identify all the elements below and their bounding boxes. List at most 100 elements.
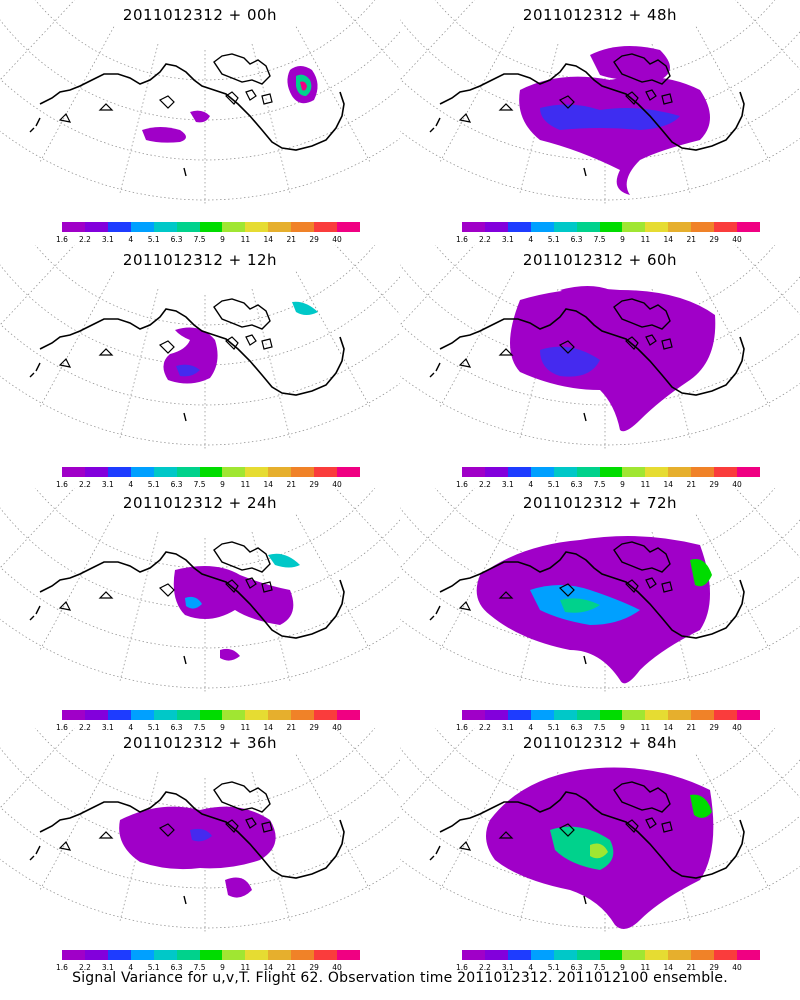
colorbar-swatch [84,710,108,720]
colorbar-tick-label: 9 [620,235,625,244]
colorbar-swatch [176,950,200,960]
colorbar-swatch [691,467,715,477]
colorbar-tick-label: 7.5 [193,963,206,972]
colorbar-swatch [645,467,669,477]
colorbar-swatch [268,222,292,232]
colorbar-tick-label: 3.1 [101,235,114,244]
colorbar-swatch [84,222,108,232]
colorbar-tick-label: 14 [263,480,274,489]
panel-title: 2011012312 + 24h [122,494,278,512]
colorbar-swatch [737,950,760,960]
colorbar-tick-label: 2.2 [478,963,491,972]
colorbar [462,467,760,477]
colorbar-tick-label: 29 [309,723,319,732]
colorbar-swatch [576,222,600,232]
projection-map [400,0,800,205]
colorbar-swatch [314,950,338,960]
colorbar-ticks: 1.6 2.2 3.1 4 5.1 6.3 7.5 9 11 14 21 29 40 [456,480,760,490]
colorbar-swatch [622,467,646,477]
colorbar-tick-label: 21 [686,235,696,244]
colorbar-tick-label: 11 [640,963,651,972]
colorbar-tick-label: 7.5 [193,723,206,732]
colorbar-tick-label: 1.6 [456,480,468,489]
colorbar-tick-label: 5.1 [147,963,160,972]
colorbar [462,710,760,720]
colorbar-ticks: 1.6 2.2 3.1 4 5.1 6.3 7.5 9 11 14 21 29 40 [56,480,360,490]
colorbar-swatch [153,950,177,960]
colorbar-tick-label: 6.3 [570,723,583,732]
colorbar-tick-label: 3.1 [101,480,114,489]
colorbar-tick-label: 7.5 [193,235,206,244]
colorbar-tick-label: 9 [220,235,225,244]
colorbar-swatch [153,222,177,232]
colorbar-swatch [668,950,692,960]
colorbar-swatch [714,467,738,477]
colorbar-tick-label: 14 [663,963,674,972]
colorbar-tick-label: 1.6 [56,480,68,489]
colorbar-tick-label: 21 [686,963,696,972]
colorbar-swatch [107,950,131,960]
projection-map [0,488,400,693]
colorbar-swatch [599,950,623,960]
colorbar-swatch [462,467,485,477]
colorbar-swatch [622,950,646,960]
colorbar-tick-label: 4 [128,480,134,489]
colorbar-ticks: 1.6 2.2 3.1 4 5.1 6.3 7.5 9 11 14 21 29 40 [456,963,760,973]
colorbar-swatch [222,710,246,720]
colorbar-swatch [107,710,131,720]
colorbar-tick-label: 21 [686,723,696,732]
colorbar-swatch [199,467,223,477]
colorbar-tick-label: 7.5 [593,235,606,244]
projection-map [400,728,800,933]
colorbar-swatch [199,222,223,232]
colorbar-swatch [530,950,554,960]
colorbar-tick-label: 14 [663,480,674,489]
colorbar-swatch [691,222,715,232]
colorbar-ticks: 1.6 2.2 3.1 4 5.1 6.3 7.5 9 11 14 21 29 40 [456,235,760,245]
colorbar-swatch [199,950,223,960]
colorbar-swatch [462,710,485,720]
colorbar-tick-label: 1.6 [56,235,68,244]
map-panel: 2011012312 + 00h 1.6 2.2 3.1 4 5.1 6.3 7.5 9 11 1… [0,0,400,245]
colorbar-tick-label: 14 [263,963,274,972]
panel-title: 2011012312 + 72h [522,494,678,512]
colorbar-swatch [507,222,531,232]
map-panel: 2011012312 + 60h 1.6 2.2 3.1 4 5.1 6.3 7.5 9 11 1… [400,245,800,490]
colorbar-tick-label: 21 [286,480,296,489]
colorbar-swatch [107,467,131,477]
colorbar-tick-label: 2.2 [78,723,91,732]
colorbar-tick-label: 21 [686,480,696,489]
colorbar-swatch [599,222,623,232]
colorbar-tick-label: 29 [309,963,319,972]
colorbar-swatch [268,710,292,720]
colorbar-swatch [668,710,692,720]
colorbar-swatch [130,222,154,232]
colorbar-tick-label: 4 [128,963,134,972]
colorbar-tick-label: 3.1 [501,235,514,244]
colorbar-tick-label: 29 [709,480,719,489]
colorbar-swatch [176,222,200,232]
map-panel: 2011012312 + 72h 1.6 2.2 3.1 4 5.1 6.3 7.5 9 11 1… [400,488,800,733]
colorbar-tick-label: 5.1 [547,963,560,972]
colorbar-swatch [130,467,154,477]
colorbar-tick-label: 40 [332,480,342,489]
colorbar-tick-label: 5.1 [147,723,160,732]
colorbar-tick-label: 6.3 [170,723,183,732]
colorbar-tick-label: 11 [240,235,251,244]
colorbar-swatch [222,950,246,960]
colorbar-tick-label: 7.5 [193,480,206,489]
colorbar [62,710,360,720]
colorbar-tick-label: 7.5 [593,480,606,489]
colorbar-swatch [691,950,715,960]
colorbar-ticks: 1.6 2.2 3.1 4 5.1 6.3 7.5 9 11 14 21 29 40 [56,963,360,973]
panel-title: 2011012312 + 36h [122,734,278,752]
colorbar-tick-label: 14 [663,235,674,244]
colorbar-tick-label: 6.3 [170,480,183,489]
colorbar-swatch [291,710,315,720]
colorbar-swatch [268,950,292,960]
colorbar-tick-label: 5.1 [547,235,560,244]
colorbar-swatch [314,710,338,720]
colorbar-tick-label: 2.2 [478,723,491,732]
colorbar-tick-label: 40 [732,963,742,972]
colorbar-tick-label: 9 [220,963,225,972]
